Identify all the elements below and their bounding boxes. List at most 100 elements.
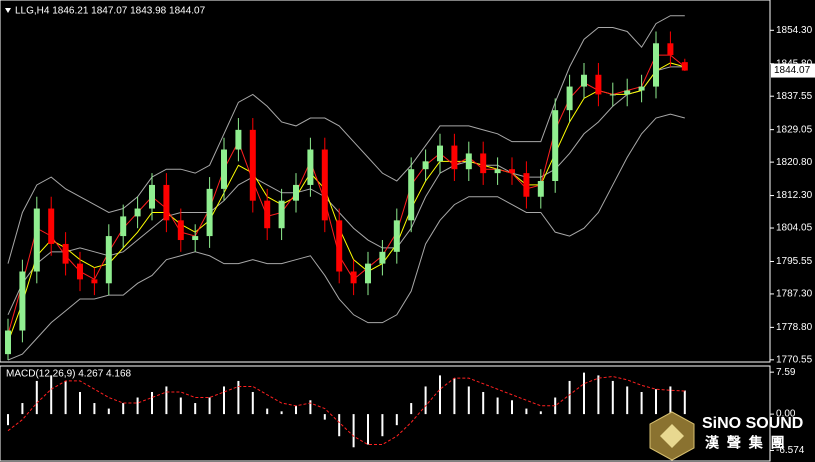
candle-body <box>609 94 616 96</box>
candle-body <box>451 145 458 170</box>
chart-title: LLG,H4 1846.21 1847.07 1843.98 1844.07 <box>15 6 206 17</box>
candle-body <box>278 200 285 229</box>
macd-bar <box>237 380 240 415</box>
candle-body <box>221 149 227 189</box>
candle-body <box>566 86 573 111</box>
candle-body <box>307 149 314 185</box>
candle-body <box>62 243 69 264</box>
macd-bar <box>439 375 441 415</box>
candle-body <box>437 145 443 162</box>
logo-subtitle: 漢 聲 集 團 <box>705 435 787 451</box>
candle-body <box>393 220 400 252</box>
indicator-line <box>7 113 685 361</box>
candle-body <box>653 43 659 87</box>
macd-title: MACD(12,26,9) 4.267 4.168 <box>6 369 132 380</box>
macd-bar <box>208 397 211 415</box>
macd-bar <box>597 375 600 415</box>
macd-bar <box>93 403 96 415</box>
candle-body <box>552 110 559 181</box>
candle-body <box>523 173 530 197</box>
macd-bar <box>655 389 657 415</box>
macd-bar <box>352 414 355 448</box>
macd-bar <box>136 397 139 415</box>
logo-name: SiNO SOUND <box>702 415 803 432</box>
candle-body <box>235 129 242 150</box>
macd-bar <box>554 397 557 415</box>
candle-body <box>77 263 83 280</box>
indicator-line <box>7 54 686 335</box>
macd-bar <box>381 414 384 437</box>
indicator-line <box>7 15 685 264</box>
macd-bar <box>266 408 269 415</box>
macd-bar <box>309 400 312 415</box>
macd-bar <box>539 411 542 415</box>
candle-body <box>120 216 127 237</box>
macd-bar <box>525 408 528 415</box>
y-tick-label: 0.00 <box>776 409 796 420</box>
macd-bar <box>467 386 470 415</box>
candle-body <box>264 200 271 229</box>
y-tick-label: 1770.55 <box>776 354 813 365</box>
macd-bar <box>107 408 110 415</box>
y-tick-label: 1820.80 <box>776 157 813 168</box>
logo: SiNO SOUND 漢 聲 集 團 <box>649 411 803 461</box>
macd-bar <box>511 400 513 415</box>
macd-bar <box>482 391 485 415</box>
candle-body <box>206 188 213 237</box>
candle-body <box>177 220 184 241</box>
y-tick-label: 1795.55 <box>776 256 813 267</box>
candle-body <box>537 181 544 197</box>
candle-body <box>105 236 112 284</box>
candle-body <box>408 169 415 221</box>
macd-bar <box>64 380 67 415</box>
macd-bar <box>295 405 297 415</box>
candle-body <box>134 208 141 217</box>
macd-bar <box>122 403 125 415</box>
y-tick-label: 1829.05 <box>776 124 813 135</box>
macd-bar <box>280 411 283 415</box>
price-tag <box>771 63 815 78</box>
candle-body <box>149 184 155 209</box>
menu-arrow <box>5 8 11 13</box>
candle-body <box>379 251 386 264</box>
candle-body <box>681 62 688 71</box>
macd-bar <box>496 397 499 415</box>
candle-body <box>321 149 328 221</box>
candle-body <box>465 153 472 170</box>
macd-bar <box>251 391 254 415</box>
macd-bar <box>611 380 614 415</box>
indicator-line <box>7 62 685 343</box>
y-tick-label: 1812.30 <box>776 190 813 201</box>
macd-bar <box>424 386 427 415</box>
candle-body <box>365 263 371 284</box>
y-tick-label: 1804.05 <box>776 223 813 234</box>
macd-bar <box>179 397 182 415</box>
candle-body <box>48 208 55 244</box>
macd-bar <box>568 380 571 415</box>
candle-body <box>422 161 429 170</box>
macd-bar <box>669 386 672 415</box>
macd-bar <box>165 386 168 415</box>
candle-body <box>624 90 631 95</box>
macd-bar <box>395 414 398 426</box>
macd-bar <box>35 380 38 415</box>
macd-frame <box>0 365 771 462</box>
candle-body <box>595 74 602 95</box>
main-frame <box>0 0 771 363</box>
signal-line <box>7 375 685 446</box>
candle-body <box>667 43 674 56</box>
macd-bar <box>323 414 326 420</box>
y-tick-label: 1787.30 <box>776 289 813 300</box>
macd-bar <box>453 378 456 415</box>
candle-body <box>494 169 501 174</box>
logo-icon-inner <box>660 424 684 448</box>
macd-bar <box>223 386 225 415</box>
candle-body <box>33 208 40 272</box>
candle-body <box>19 271 26 331</box>
price-tag-label: 1844.07 <box>774 65 811 76</box>
candle-body <box>509 169 515 174</box>
candle-body <box>480 153 487 174</box>
macd-bar <box>7 414 9 426</box>
macd-bar <box>626 386 629 415</box>
